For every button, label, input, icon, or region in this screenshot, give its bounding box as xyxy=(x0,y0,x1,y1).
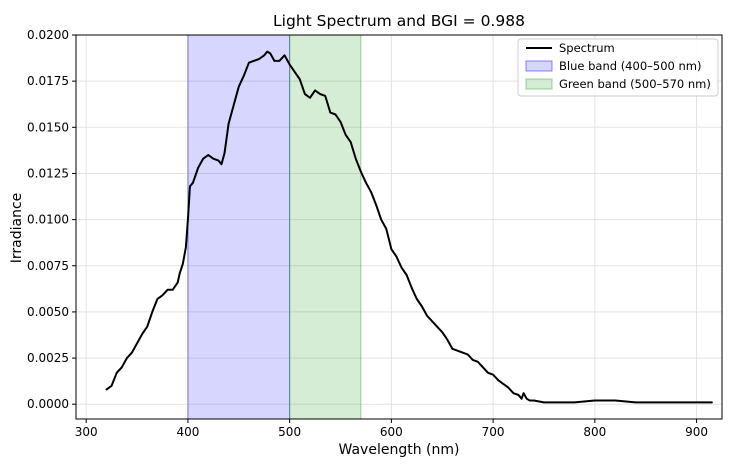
x-axis-label: Wavelength (nm) xyxy=(339,442,460,458)
legend-swatch-blue-band xyxy=(525,60,553,72)
grid xyxy=(76,34,722,419)
legend-box xyxy=(517,38,719,97)
spectrum-line xyxy=(105,50,713,404)
y-tick-label: 0.0100 xyxy=(27,213,69,227)
y-tick-label: 0.0200 xyxy=(27,28,69,42)
legend-label-green-band: Green band (500–570 nm) xyxy=(559,77,711,91)
axis-ticks: 300 400 500 600 700 800 900 0.0000 0.0025 0.0050 0… xyxy=(27,28,708,439)
green-band xyxy=(289,35,361,419)
y-tick-label: 0.0075 xyxy=(27,259,69,273)
x-tick-label: 500 xyxy=(278,425,301,439)
y-tick-label: 0.0175 xyxy=(27,74,69,88)
x-tick-label: 700 xyxy=(482,425,505,439)
plot-frame xyxy=(75,34,723,420)
y-tick-label: 0.0050 xyxy=(27,305,69,319)
legend-swatch-green-band xyxy=(525,78,553,90)
x-tick-label: 600 xyxy=(380,425,403,439)
y-tick-label: 0.0025 xyxy=(27,351,69,365)
blue-band xyxy=(187,35,290,419)
y-axis-label: Irradiance xyxy=(9,193,25,264)
legend-label-spectrum: Spectrum xyxy=(559,41,615,55)
y-tick-label: 0.0000 xyxy=(27,397,69,411)
legend: Spectrum Blue band (400–500 nm) Green ba… xyxy=(517,38,719,97)
chart-title: Light Spectrum and BGI = 0.988 xyxy=(273,12,525,30)
x-tick-label: 900 xyxy=(685,425,708,439)
legend-label-blue-band: Blue band (400–500 nm) xyxy=(559,59,701,73)
y-tick-label: 0.0125 xyxy=(27,166,69,180)
x-tick-label: 800 xyxy=(583,425,606,439)
x-tick-label: 400 xyxy=(176,425,199,439)
bands xyxy=(187,35,362,419)
x-tick-label: 300 xyxy=(75,425,98,439)
y-tick-label: 0.0150 xyxy=(27,120,69,134)
series-layer xyxy=(105,50,713,404)
